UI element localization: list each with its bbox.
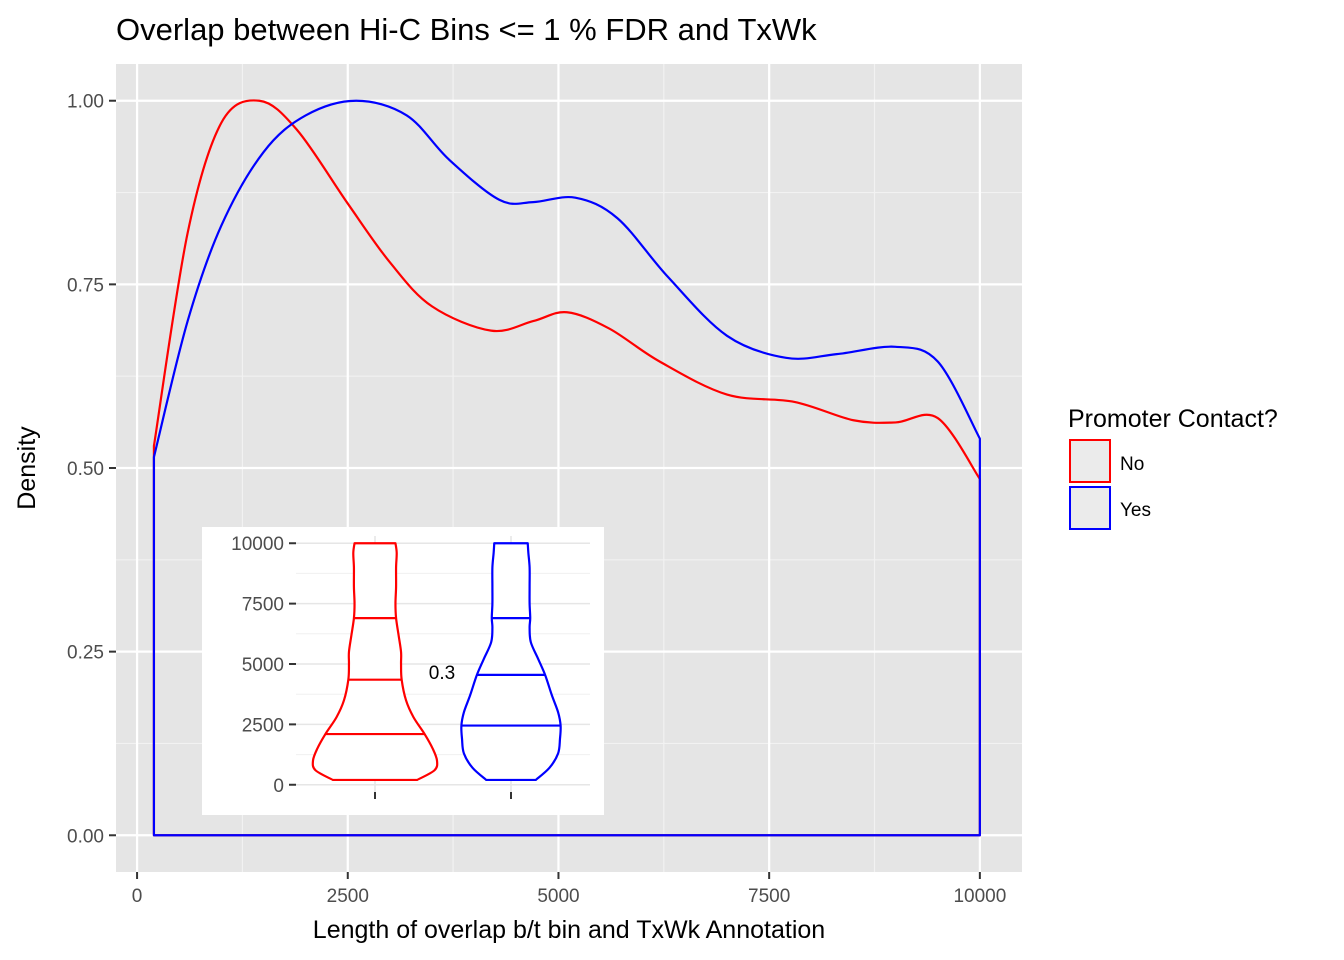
legend-entry-yes: Yes bbox=[1069, 486, 1151, 530]
x-tick-label: 7500 bbox=[748, 886, 790, 907]
y-tick-label: 0.00 bbox=[67, 826, 104, 847]
legend-key-no bbox=[1069, 439, 1111, 483]
inset-y-axis: 0 2500 5000 7500 10000 bbox=[231, 534, 296, 797]
inset-y-tick-label: 5000 bbox=[242, 655, 284, 676]
inset-y-tick-label: 0 bbox=[273, 776, 284, 797]
density-series bbox=[152, 99, 981, 837]
violin-yes bbox=[460, 542, 562, 782]
x-tick-label: 0 bbox=[132, 886, 143, 907]
density-line-yes bbox=[152, 99, 981, 837]
legend-key-yes bbox=[1069, 486, 1111, 530]
x-axis: 0 2500 5000 7500 10000 bbox=[132, 872, 1006, 907]
inset-y-tick-label: 10000 bbox=[231, 534, 284, 555]
legend-title: Promoter Contact? bbox=[1068, 405, 1278, 433]
inset-y-tick-label: 7500 bbox=[242, 595, 284, 616]
y-tick-label: 0.25 bbox=[67, 643, 104, 664]
legend: Promoter Contact? No Yes bbox=[1068, 405, 1278, 530]
legend-entry-no: No bbox=[1069, 439, 1144, 483]
x-tick-label: 2500 bbox=[327, 886, 369, 907]
violin-no bbox=[311, 542, 439, 782]
inset-y-tick-label: 2500 bbox=[242, 715, 284, 736]
inset-violin-plot: 0 2500 5000 7500 10000 0.3 bbox=[202, 527, 604, 815]
density-line-no bbox=[152, 99, 981, 837]
chart-title: Overlap between Hi-C Bins <= 1 % FDR and… bbox=[116, 12, 817, 47]
inset-annotation: 0.3 bbox=[429, 663, 455, 684]
y-tick-label: 1.00 bbox=[67, 92, 104, 113]
inset-x-axis bbox=[374, 792, 512, 799]
inset-violins bbox=[311, 542, 562, 782]
legend-label-no: No bbox=[1120, 454, 1144, 475]
legend-label-yes: Yes bbox=[1120, 500, 1151, 521]
x-tick-label: 10000 bbox=[953, 886, 1006, 907]
y-tick-label: 0.75 bbox=[67, 275, 104, 296]
y-axis: 0.00 0.25 0.50 0.75 1.00 bbox=[67, 92, 116, 847]
x-tick-label: 5000 bbox=[537, 886, 579, 907]
y-tick-label: 0.50 bbox=[67, 459, 104, 480]
y-axis-title: Density bbox=[13, 426, 41, 510]
x-axis-title: Length of overlap b/t bin and TxWk Annot… bbox=[313, 916, 825, 944]
